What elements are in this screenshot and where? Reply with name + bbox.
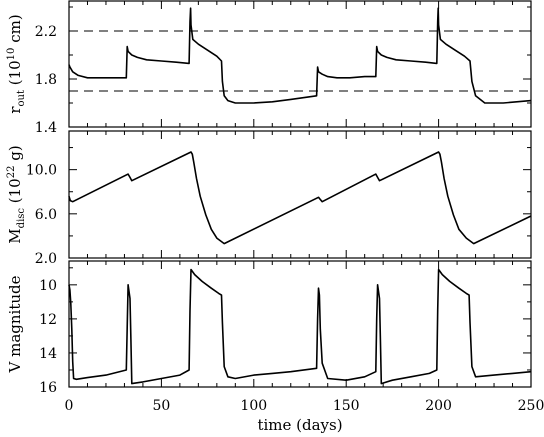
x-tick-label: 200	[425, 398, 452, 414]
y-axis-title: V magnitude	[6, 275, 24, 373]
y-tick-label: 14	[39, 346, 57, 362]
x-tick-label: 150	[333, 398, 360, 414]
y-tick-label: 1.4	[35, 120, 57, 136]
x-tick-label: 250	[518, 398, 544, 414]
y-tick-label: 10.0	[26, 163, 57, 179]
y-tick-label: 1.8	[35, 72, 57, 88]
series-line	[68, 268, 532, 385]
y-tick-label: 16	[39, 380, 57, 396]
x-axis-title: time (days)	[257, 416, 342, 434]
y-axis-title: rout (1010 cm)	[6, 14, 27, 113]
x-tick-label: 0	[65, 398, 74, 414]
series-line	[68, 151, 532, 245]
x-tick-label: 100	[240, 398, 267, 414]
y-tick-label: 10	[39, 278, 57, 294]
panel-1: 1.4 1.8 2.2 rout (1010 cm)	[6, 0, 532, 136]
panel-3: 10 12 14 16 V magnitude	[6, 260, 532, 396]
panel-frame	[68, 0, 532, 128]
y-tick-label: 2.0	[35, 251, 57, 267]
y-tick-label: 12	[39, 312, 57, 328]
series-line	[68, 7, 532, 104]
y-axis-title: Mdisc (1022 g)	[6, 145, 27, 243]
y-tick-label: 6.0	[35, 207, 57, 223]
x-tick-label: 50	[152, 398, 170, 414]
panel-frame	[68, 130, 532, 259]
panel-frame	[68, 260, 532, 388]
y-tick-label: 2.2	[35, 24, 57, 40]
